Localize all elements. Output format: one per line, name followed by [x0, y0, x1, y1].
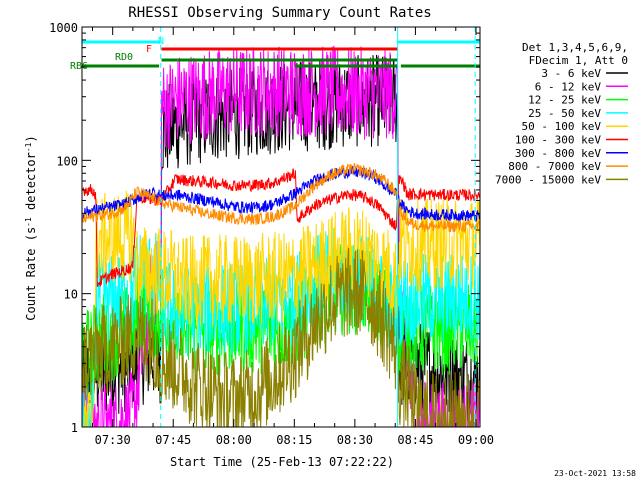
series-line-6 — [81, 165, 481, 223]
y-axis-label: Count Rate (s-1 detector-1) — [24, 135, 38, 320]
y-tick-label: 1000 — [49, 21, 78, 35]
y-tick-label: 10 — [64, 288, 78, 302]
series-line-4 — [82, 190, 481, 428]
legend-entry-label: 6 - 12 keV — [535, 80, 602, 93]
footer-timestamp: 23-Oct-2021 13:58 — [554, 469, 636, 478]
legend-entry-label: 7000 - 15000 keV — [495, 173, 601, 186]
axes-layer: 07:30 07:45 08:00 08:15 08:30 08:45 09:00 1 10 10… — [49, 21, 494, 447]
flag-label-n: N — [158, 36, 164, 47]
series-layer — [81, 45, 481, 429]
x-tick-label: 08:45 — [397, 433, 433, 447]
plot-frame — [81, 26, 481, 428]
flag-label-rd0: RD0 — [115, 52, 133, 63]
x-tick-label: 07:30 — [95, 433, 131, 447]
x-tick-label: 08:30 — [337, 433, 373, 447]
series-line-7 — [81, 162, 481, 233]
y-axis-label-superscript: -1 — [24, 217, 33, 227]
x-tick-label: 09:00 — [458, 433, 494, 447]
legend-entry-label: 50 - 100 keV — [522, 120, 602, 133]
x-tick-label: 08:00 — [216, 433, 252, 447]
y-axis-label-part: ) — [24, 135, 38, 142]
y-tick-label: 1 — [71, 421, 78, 435]
vlines-layer — [160, 27, 476, 427]
x-tick-label: 08:15 — [276, 433, 312, 447]
legend-entry-label: 12 - 25 keV — [528, 94, 601, 107]
y-axis-label-part: detector — [24, 152, 38, 217]
legend-entry-label: 25 - 50 keV — [528, 107, 601, 120]
legend-header-line: FDecim 1, Att 0 — [529, 54, 628, 67]
legend-entry-label: 100 - 300 keV — [515, 134, 601, 147]
legend-header-line: Det 1,3,4,5,6,9, — [522, 41, 628, 54]
flag-label-f: F — [146, 44, 152, 55]
flag-bars-layer: NF RD0 RB6 — [70, 36, 480, 72]
legend-entry-label: 300 - 800 keV — [515, 147, 601, 160]
y-axis-label-part: Count Rate (s — [24, 227, 38, 321]
legend-entry-label: 3 - 6 keV — [541, 67, 601, 80]
y-axis-label-superscript: -1 — [24, 142, 33, 152]
legend: Det 1,3,4,5,6,9,FDecim 1, Att 03 - 6 keV… — [495, 41, 628, 186]
flag-label-rb6: RB6 — [70, 61, 88, 72]
x-tick-label: 07:45 — [155, 433, 191, 447]
y-tick-label: 100 — [56, 154, 78, 168]
x-axis-label: Start Time (25-Feb-13 07:22:22) — [170, 455, 394, 469]
chart-title: RHESSI Observing Summary Count Rates — [128, 5, 431, 21]
legend-entry-label: 800 - 7000 keV — [508, 160, 601, 173]
